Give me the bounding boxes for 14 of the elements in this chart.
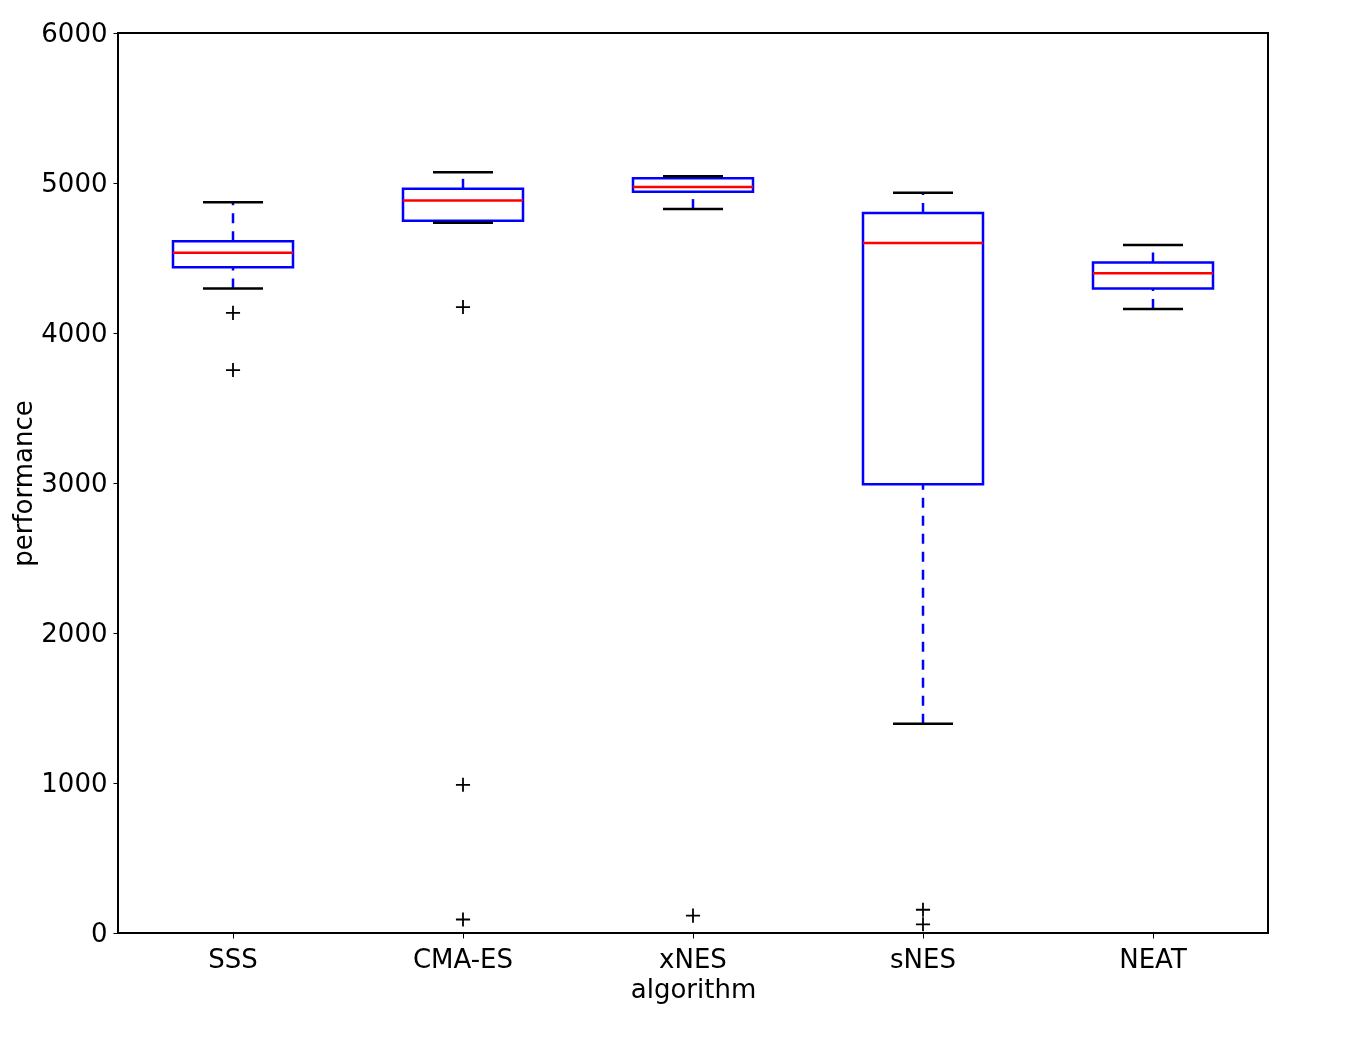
x-tick-label: NEAT bbox=[1119, 943, 1187, 974]
x-axis-title: algorithm bbox=[630, 973, 757, 1004]
y-tick-label: 5000 bbox=[41, 167, 108, 198]
x-tick-label: sNES bbox=[890, 943, 956, 974]
y-tick-label: 6000 bbox=[41, 17, 108, 48]
x-tick-label: SSS bbox=[208, 943, 258, 974]
y-tick-label: 4000 bbox=[41, 317, 108, 348]
x-tick-label: xNES bbox=[659, 943, 727, 974]
y-tick-label: 3000 bbox=[41, 467, 108, 498]
y-axis-title: performance bbox=[8, 400, 39, 567]
y-tick-label: 1000 bbox=[41, 767, 108, 798]
y-tick-label: 0 bbox=[90, 917, 108, 948]
y-tick-label: 2000 bbox=[41, 617, 108, 648]
x-tick-label: CMA-ES bbox=[412, 943, 514, 974]
